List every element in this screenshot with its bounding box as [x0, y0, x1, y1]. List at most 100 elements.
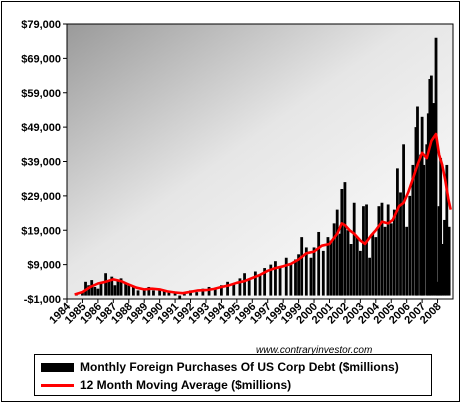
- bar: [392, 209, 396, 296]
- x-axis-ticks: 1984198519861987198819891990199119921993…: [47, 299, 444, 326]
- bar: [278, 266, 282, 296]
- bar: [304, 247, 308, 296]
- bar: [383, 226, 387, 296]
- bar: [309, 257, 313, 296]
- moving-average-group: [74, 132, 452, 296]
- bar: [238, 278, 242, 296]
- bar: [432, 103, 436, 296]
- bar: [99, 283, 103, 296]
- legend-item-bars: Monthly Foreign Purchases Of US Corp Deb…: [41, 358, 399, 376]
- bar: [116, 280, 120, 296]
- bar: [317, 231, 321, 296]
- bar: [220, 285, 223, 296]
- bar: [207, 286, 211, 296]
- moving-average-line: [74, 132, 452, 296]
- y-tick-label: $29,000: [21, 191, 61, 203]
- bar: [399, 192, 402, 296]
- bar: [297, 254, 300, 296]
- bar: [178, 295, 182, 299]
- y-tick-label: $79,000: [21, 19, 61, 31]
- bar: [425, 144, 429, 296]
- bar: [377, 206, 381, 296]
- bar: [136, 290, 140, 296]
- bar: [142, 288, 146, 296]
- bar: [426, 113, 430, 296]
- bar: [232, 283, 236, 296]
- bar: [124, 283, 128, 296]
- bar: [226, 281, 229, 296]
- bar: [87, 285, 91, 296]
- bar: [294, 259, 297, 296]
- bar: [419, 154, 422, 296]
- bar: [443, 219, 446, 296]
- bar: [321, 250, 325, 296]
- bar: [104, 273, 107, 296]
- bar: [445, 164, 449, 296]
- bar: [414, 127, 418, 296]
- bar: [437, 206, 441, 296]
- bar: [289, 264, 293, 296]
- bar: [428, 79, 432, 296]
- legend-bar-swatch: [41, 362, 74, 372]
- watermark: www.contraryinvestor.com: [256, 345, 373, 356]
- bar: [335, 209, 339, 296]
- bar: [447, 226, 451, 296]
- bar: [362, 206, 365, 296]
- y-tick-label: $59,000: [21, 88, 61, 100]
- bar: [343, 182, 347, 296]
- bar: [147, 286, 151, 296]
- y-tick-label: $49,000: [21, 122, 61, 134]
- bar: [346, 230, 350, 296]
- bar: [440, 244, 444, 296]
- legend-label-average: 12 Month Moving Average ($millions): [80, 378, 292, 392]
- bar: [213, 288, 217, 296]
- bar: [332, 223, 336, 296]
- bar: [253, 271, 257, 296]
- bar: [416, 106, 419, 296]
- bar: [329, 240, 333, 296]
- bar: [420, 116, 424, 296]
- bar: [247, 280, 251, 296]
- bar: [338, 233, 342, 296]
- bar: [195, 292, 199, 296]
- bar: [300, 237, 304, 296]
- bar: [167, 292, 171, 296]
- bar: [436, 281, 439, 296]
- bar: [201, 288, 205, 296]
- bar: [312, 247, 316, 296]
- bar: [93, 286, 97, 296]
- bar: [158, 288, 162, 296]
- bar: [113, 285, 117, 296]
- bar: [355, 237, 359, 296]
- legend-item-average: 12 Month Moving Average ($millions): [41, 376, 291, 394]
- y-tick-label: -$1,000: [24, 294, 61, 306]
- bar: [326, 237, 330, 296]
- bar: [110, 276, 114, 296]
- bar: [258, 274, 262, 296]
- bar: [408, 195, 412, 296]
- legend-line-swatch: [41, 383, 74, 387]
- bar: [90, 280, 94, 296]
- bar: [434, 37, 438, 296]
- bar: [429, 75, 433, 296]
- bar: [340, 189, 344, 296]
- bar: [162, 290, 166, 296]
- y-tick-label: $9,000: [27, 260, 61, 272]
- bars-group: [74, 37, 451, 299]
- bar: [365, 204, 368, 296]
- bar: [107, 280, 111, 296]
- bar: [127, 285, 131, 296]
- bar: [411, 164, 415, 296]
- legend-label-bars: Monthly Foreign Purchases Of US Corp Deb…: [80, 360, 399, 374]
- bar: [405, 226, 409, 296]
- bar: [439, 158, 443, 296]
- bar: [358, 250, 362, 296]
- bar: [81, 292, 84, 296]
- y-axis-ticks: $79,000 $69,000 $59,000 $49,000 $39,000 $29,0…: [21, 19, 67, 306]
- y-tick-label: $19,000: [21, 225, 61, 237]
- legend: Monthly Foreign Purchases Of US Corp Deb…: [34, 354, 432, 396]
- bar: [371, 233, 375, 296]
- bar: [349, 244, 353, 296]
